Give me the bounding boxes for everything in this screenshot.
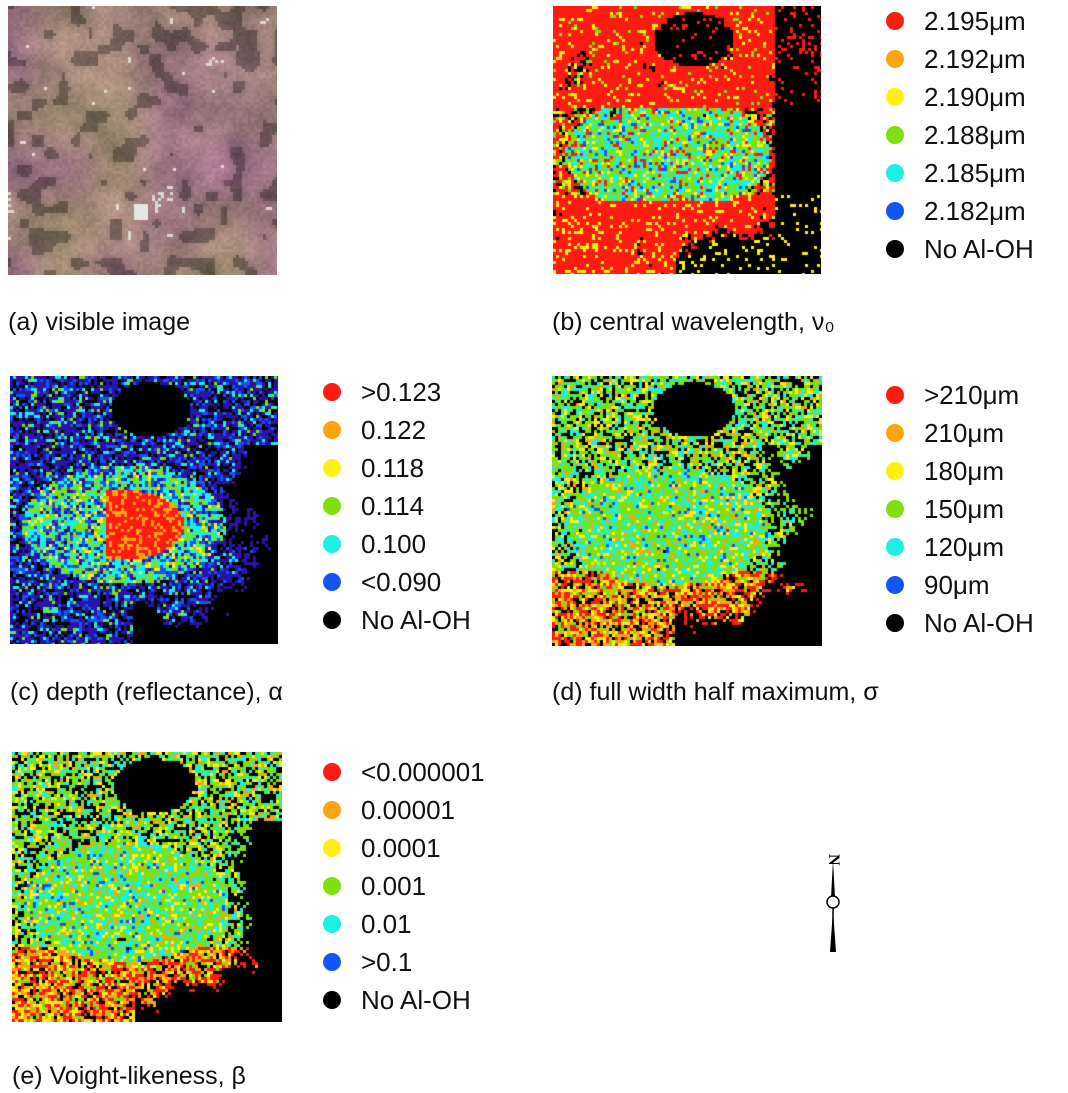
legend-label: 2.188μm [924,120,1026,150]
legend-dot-icon [886,424,904,442]
legend-dot-icon [323,801,341,819]
legend-dot-icon [886,500,904,518]
legend-label: No Al-OH [924,234,1034,264]
legend-label: No Al-OH [361,605,471,635]
legend-label: No Al-OH [361,985,471,1015]
legend-dot-icon [886,614,904,632]
legend-label: 90μm [924,570,990,600]
legend-central-wavelength: 2.195μm 2.192μm 2.190μm 2.188μm 2.185μm 2.182… [886,5,1056,270]
legend-label: No Al-OH [924,608,1034,638]
fwhm-map [552,376,822,646]
legend-voight-likeness: <0.000001 0.00001 0.0001 0.001 0.01 >0.1 No Al… [323,756,533,1021]
legend-dot-icon [886,88,904,106]
voight-likeness-map [12,752,282,1022]
legend-dot-icon [886,576,904,594]
legend-dot-icon [886,164,904,182]
legend-label: 2.190μm [924,82,1026,112]
legend-label: 120μm [924,532,1005,562]
visible-image [8,6,277,275]
legend-dot-icon [886,386,904,404]
legend-label: 2.192μm [924,44,1026,74]
caption-d: (d) full width half maximum, σ [552,678,879,706]
legend-label: 2.182μm [924,196,1026,226]
visible-image-canvas [8,6,277,275]
legend-dot-icon [323,383,341,401]
legend-label: 0.118 [361,453,425,483]
legend-label: 0.0001 [361,833,441,863]
depth-canvas [10,376,278,644]
legend-label: <0.090 [361,567,442,597]
legend-label: <0.000001 [361,757,485,787]
legend-label: 2.185μm [924,158,1026,188]
caption-c: (c) depth (reflectance), α [10,678,283,706]
legend-label: 0.114 [361,491,425,521]
legend-dot-icon [323,839,341,857]
voight-likeness-canvas [12,752,282,1022]
legend-dot-icon [886,240,904,258]
legend-label: 0.00001 [361,795,455,825]
legend-label: 0.100 [361,529,427,559]
legend-dot-icon [323,535,341,553]
legend-dot-icon [323,991,341,1009]
legend-label: 0.122 [361,415,427,445]
legend-label: 0.001 [361,871,427,901]
legend-dot-icon [886,126,904,144]
legend-dot-icon [323,915,341,933]
legend-dot-icon [323,953,341,971]
north-label: N [825,854,842,866]
legend-label: 180μm [924,456,1005,486]
legend-fwhm: >210μm 210μm 180μm 150μm 120μm 90μm No Al-OH [886,379,1066,644]
legend-dot-icon [323,421,341,439]
fwhm-canvas [552,376,822,646]
legend-dot-icon [323,459,341,477]
legend-dot-icon [886,202,904,220]
caption-e: (e) Voight-likeness, β [12,1062,246,1090]
legend-dot-icon [323,497,341,515]
legend-label: 150μm [924,494,1005,524]
legend-label: >210μm [924,380,1020,410]
legend-dot-icon [323,877,341,895]
caption-b: (b) central wavelength, ν₀ [552,308,835,336]
caption-a: (a) visible image [8,308,191,336]
north-arrow-icon: N [825,854,842,952]
legend-depth: >0.123 0.122 0.118 0.114 0.100 <0.090 No Al-OH [323,376,513,641]
legend-dot-icon [886,12,904,30]
legend-label: 0.01 [361,909,412,939]
legend-label: >0.1 [361,947,413,977]
legend-label: >0.123 [361,377,442,407]
legend-dot-icon [323,763,341,781]
legend-dot-icon [323,611,341,629]
central-wavelength-map [553,6,821,274]
legend-label: 2.195μm [924,6,1026,36]
depth-map [10,376,278,644]
legend-dot-icon [323,573,341,591]
legend-dot-icon [886,538,904,556]
legend-label: 210μm [924,418,1005,448]
legend-dot-icon [886,462,904,480]
central-wavelength-canvas [553,6,821,274]
legend-dot-icon [886,50,904,68]
